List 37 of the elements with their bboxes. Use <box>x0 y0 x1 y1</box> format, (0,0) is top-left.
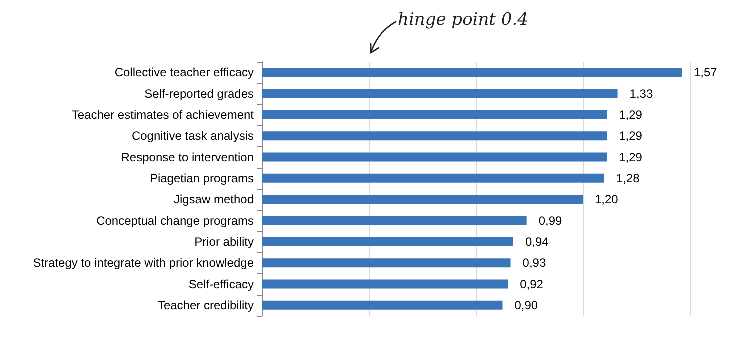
bar <box>262 216 527 226</box>
data-label: 0,99 <box>538 214 563 228</box>
data-label: 1,33 <box>630 86 654 101</box>
data-label: 0,90 <box>514 298 538 312</box>
bar <box>262 300 503 310</box>
bar <box>262 258 511 268</box>
y-tick-label: Conceptual change programs <box>96 214 254 228</box>
data-label: 1,29 <box>619 108 643 122</box>
text: hinge point 0.4 <box>398 10 528 30</box>
y-tick-label: Response to intervention <box>121 150 254 164</box>
bar <box>262 132 608 141</box>
bar <box>262 152 608 162</box>
y-tick-label: Prior ability <box>194 234 254 249</box>
y-tick-label: Piagetian programs <box>150 171 254 186</box>
y-tick-label: Strategy to integrate with prior knowledge <box>33 256 254 270</box>
bar <box>262 110 608 120</box>
y-tick-label: Collective teacher efficacy <box>114 66 254 80</box>
y-tick-label: Self-efficacy <box>188 277 254 292</box>
data-label: 1,29 <box>619 150 643 164</box>
data-label: 1,29 <box>619 129 643 144</box>
data-label: 0,93 <box>522 256 546 270</box>
y-tick-label: Teacher estimates of achievement <box>72 108 255 122</box>
data-label: 1,57 <box>694 66 718 80</box>
y-tick-label: Teacher credibility <box>158 298 254 312</box>
bar <box>262 280 508 289</box>
data-label: 0,92 <box>520 277 544 292</box>
bar <box>262 174 604 183</box>
data-label: 1,28 <box>616 171 640 186</box>
bar <box>262 89 618 98</box>
bar <box>262 195 583 204</box>
data-label: 0,94 <box>525 234 550 249</box>
y-tick-label: Cognitive task analysis <box>132 129 254 144</box>
bar <box>262 68 682 78</box>
bar <box>262 237 514 246</box>
y-tick-label: Jigsaw method <box>174 192 254 207</box>
data-label: 1,20 <box>595 192 619 207</box>
y-tick-label: Self-reported grades <box>144 86 254 101</box>
